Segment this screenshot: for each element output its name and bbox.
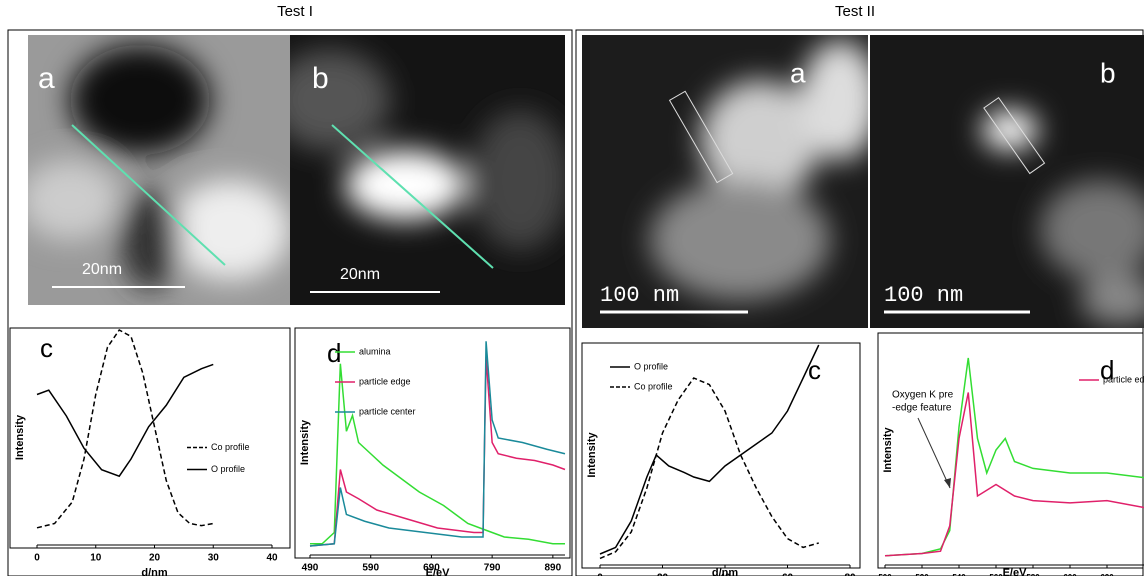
header: Test I xyxy=(277,3,313,20)
x-tick-label: 10 xyxy=(90,553,102,564)
legend-label: particle edge xyxy=(359,376,411,386)
image xyxy=(28,35,290,305)
plot-frame xyxy=(294,327,571,559)
series-line xyxy=(884,392,1144,557)
panel-label: d xyxy=(327,338,341,368)
plot-frame xyxy=(581,342,861,569)
x-tick-label: 30 xyxy=(208,553,220,564)
scale-label: 100 nm xyxy=(600,283,679,308)
x-tick-label: 20 xyxy=(149,553,161,564)
panel-label: a xyxy=(790,57,806,88)
series-line xyxy=(309,341,566,547)
x-axis-label: d/nm xyxy=(141,567,167,576)
annotation-arrowhead xyxy=(944,478,951,488)
legend-label: alumina xyxy=(359,346,391,356)
image xyxy=(582,35,868,328)
series-line xyxy=(36,329,214,529)
x-tick-label: 40 xyxy=(266,553,278,564)
x-tick-label: 20 xyxy=(657,573,669,576)
image xyxy=(870,35,1144,328)
x-axis-label: E/eV xyxy=(1003,567,1028,576)
panel-label: c xyxy=(40,333,53,363)
y-axis-label: Intensity xyxy=(299,419,311,465)
x-tick-label: 890 xyxy=(545,563,562,574)
x-tick-label: 790 xyxy=(484,563,501,574)
panel-label: c xyxy=(808,355,821,385)
x-tick-label: 40 xyxy=(719,573,731,576)
panel-label: b xyxy=(312,62,329,95)
x-axis-label: E/eV xyxy=(426,567,451,576)
x-axis-label: d/nm xyxy=(712,567,738,576)
x-tick-label: 540 xyxy=(952,573,966,576)
x-tick-label: 500 xyxy=(878,573,892,576)
x-tick-label: 490 xyxy=(302,563,319,574)
scale-label: 20nm xyxy=(340,266,380,283)
panel-label: d xyxy=(1100,355,1114,385)
x-tick-label: 600 xyxy=(1063,573,1077,576)
series-line xyxy=(310,363,565,545)
x-tick-label: 560 xyxy=(989,573,1003,576)
x-tick-label: 60 xyxy=(782,573,794,576)
legend-label: particle edge xyxy=(1103,374,1144,384)
annotation-arrow xyxy=(917,417,951,489)
plot-frame xyxy=(9,327,291,549)
plot-frame xyxy=(877,332,1144,569)
x-tick-label: 0 xyxy=(597,573,603,576)
series-line xyxy=(36,363,214,478)
y-axis-label: Intensity xyxy=(586,432,598,478)
x-tick-label: 690 xyxy=(423,563,440,574)
panel-label: b xyxy=(1100,57,1116,88)
frame xyxy=(7,29,573,576)
x-tick-label: 0 xyxy=(34,553,40,564)
legend-label: Co profile xyxy=(211,442,250,452)
series-line xyxy=(309,356,566,547)
x-tick-label: 520 xyxy=(915,573,929,576)
scale-label: 100 nm xyxy=(884,283,963,308)
series-line xyxy=(884,357,1144,557)
x-tick-label: 590 xyxy=(362,563,379,574)
annotation: Oxygen K pre xyxy=(892,390,954,401)
panel-label: a xyxy=(38,62,55,95)
series-line xyxy=(599,344,820,555)
annotation: -edge feature xyxy=(892,403,952,414)
y-axis-label: Intensity xyxy=(14,414,26,460)
series-line xyxy=(599,377,819,560)
legend-label: Co profile xyxy=(634,381,673,391)
x-tick-label: 620 xyxy=(1100,573,1114,576)
y-axis-label: Intensity xyxy=(882,427,894,473)
image xyxy=(290,35,565,305)
x-tick-label: 580 xyxy=(1026,573,1040,576)
legend-label: O profile xyxy=(211,464,245,474)
header: Test II xyxy=(835,3,875,20)
legend-label: O profile xyxy=(634,361,668,371)
scale-label: 20nm xyxy=(82,261,122,278)
x-tick-label: 80 xyxy=(844,573,856,576)
legend-label: particle center xyxy=(359,406,416,416)
